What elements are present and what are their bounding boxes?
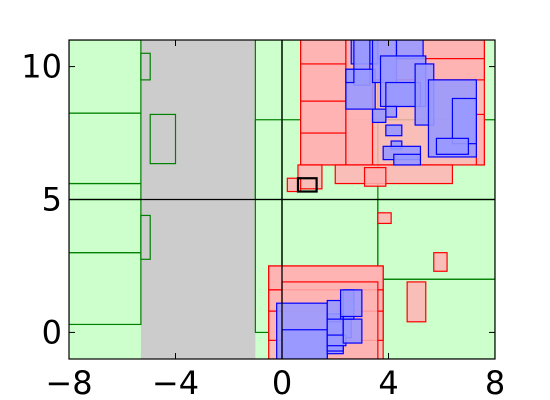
green-cell bbox=[69, 252, 142, 326]
red-cell bbox=[297, 164, 323, 190]
red-cell bbox=[377, 212, 392, 225]
plot-frame bbox=[68, 39, 496, 360]
x-tick-label: −8 bbox=[45, 364, 92, 400]
x-tick-label: 0 bbox=[272, 364, 292, 400]
y-tick-label: 5 bbox=[42, 181, 62, 219]
red-cell bbox=[300, 100, 347, 134]
blue-cell bbox=[345, 68, 355, 84]
x-tick-label: −4 bbox=[152, 364, 199, 400]
red-cell bbox=[406, 281, 427, 323]
red-cell bbox=[334, 164, 454, 185]
y-tick-label: 10 bbox=[21, 48, 62, 86]
blue-cell bbox=[342, 318, 363, 344]
green-cell bbox=[140, 52, 151, 81]
blue-cell bbox=[435, 137, 469, 155]
x-tick-label: 8 bbox=[485, 364, 505, 400]
blue-cell bbox=[339, 289, 363, 318]
green-cell bbox=[149, 113, 177, 165]
x-axis-ticks: −8 −4 0 4 8 bbox=[45, 40, 505, 400]
blue-cell bbox=[371, 108, 387, 124]
blue-cell bbox=[385, 124, 403, 137]
blue-cell bbox=[385, 105, 398, 118]
red-cell bbox=[475, 113, 485, 166]
red-cell bbox=[363, 167, 387, 187]
blue-cell bbox=[393, 153, 422, 166]
blue-cell bbox=[281, 329, 328, 359]
plot-area bbox=[69, 40, 495, 359]
green-cell bbox=[140, 214, 151, 260]
highlight-box bbox=[296, 177, 318, 193]
red-cell bbox=[300, 63, 347, 102]
y-tick-label: 0 bbox=[42, 313, 62, 351]
x-tick-label: 4 bbox=[378, 364, 398, 400]
red-cell bbox=[433, 252, 448, 272]
blue-cell bbox=[451, 97, 477, 145]
y-axis-ticks: 0 5 10 bbox=[21, 48, 495, 351]
